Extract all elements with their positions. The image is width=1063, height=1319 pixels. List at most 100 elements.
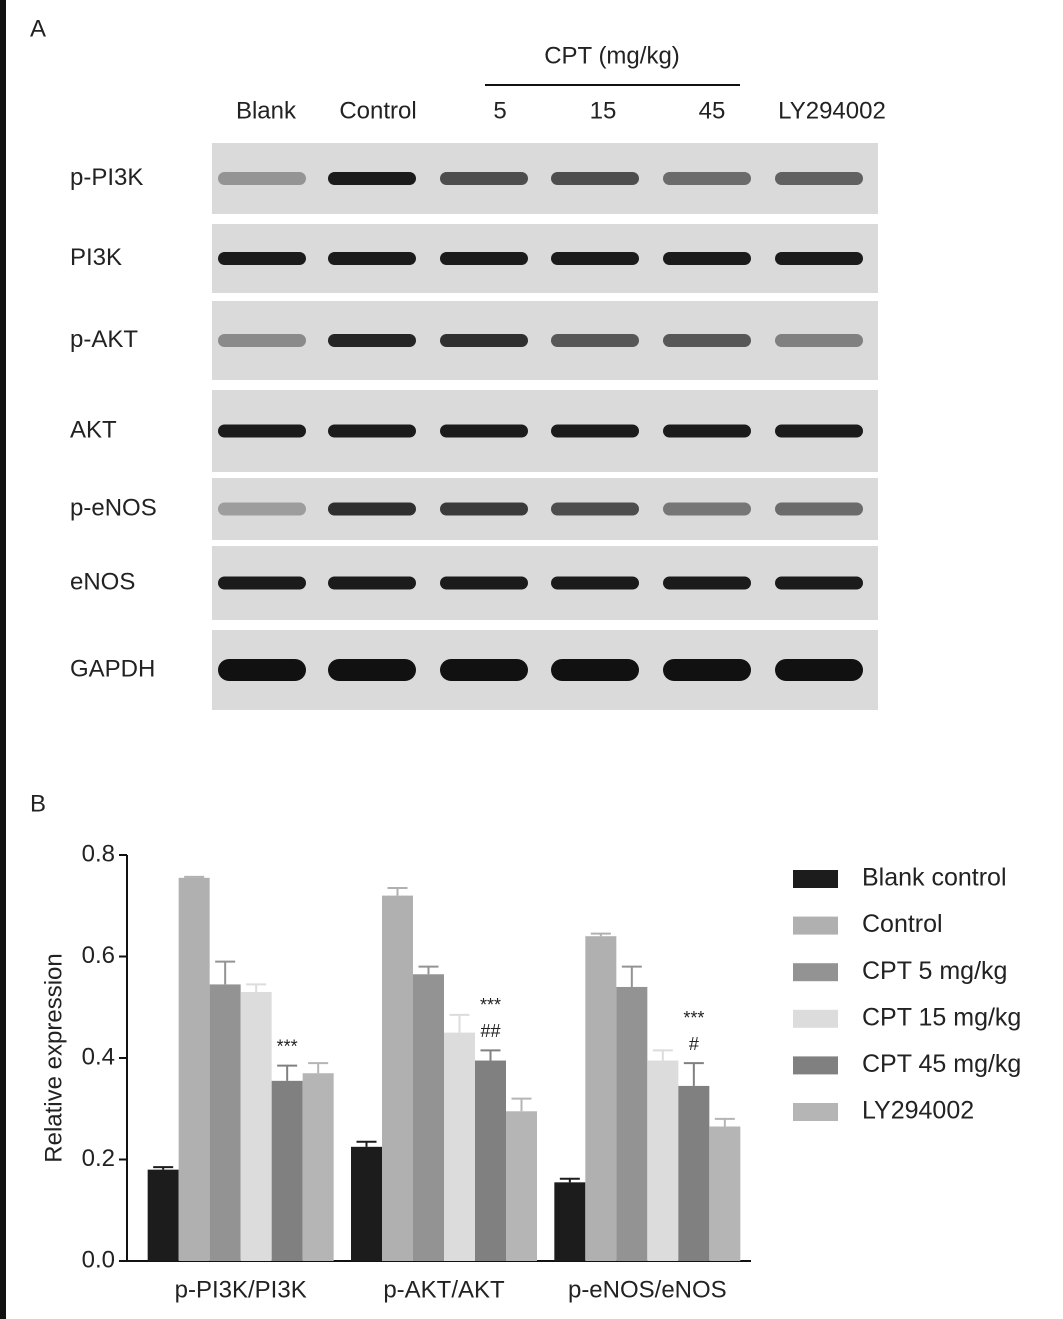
band [663,172,751,185]
error-bar [480,1049,501,1061]
row-label: p-AKT [70,326,138,353]
legend-swatch [793,1103,838,1121]
legend-label: CPT 15 mg/kg [862,1003,1021,1031]
error-bar [559,1177,580,1183]
bar [271,1080,303,1261]
edge [0,0,6,1319]
blot-strip [212,301,878,380]
bar [678,1085,710,1261]
band [440,172,528,185]
y-tick-label: 0.8 [82,840,115,867]
error-bar [449,1013,470,1033]
error-bar [153,1166,174,1170]
legend-swatch [793,916,838,935]
band [218,172,306,185]
bar [209,984,241,1261]
band [551,502,639,516]
band [663,334,751,347]
y-axis-label: Relative expression [40,953,67,1162]
band [663,502,751,516]
row-label: PI3K [70,244,122,271]
blot-strip [212,546,878,620]
x-tick-label: p-AKT/AKT [383,1276,505,1303]
bar [382,895,413,1261]
bar [554,1182,586,1261]
significance: *** [277,1036,298,1056]
bar [413,974,444,1261]
band [663,659,751,681]
legend-label: Control [862,910,943,938]
band [328,659,416,681]
band [218,334,306,347]
lane-label: 15 [590,97,617,124]
band [551,252,639,265]
band [328,576,416,590]
blot-strip [212,478,878,540]
bar [178,877,210,1261]
error-bar [683,1062,704,1086]
blot-strip [212,630,878,710]
band [218,502,306,516]
band [775,659,863,681]
error-bar [246,983,267,993]
panel-label: A [30,15,46,42]
band [328,424,416,438]
band [775,576,863,590]
legend-swatch [793,1056,838,1075]
row-label: eNOS [70,568,135,595]
bar [616,986,648,1261]
error-bar [277,1064,298,1081]
bar [351,1146,382,1261]
legend-label: LY294002 [862,1097,974,1125]
blot-strip [212,390,878,472]
lane-label: LY294002 [778,97,886,124]
blot-strip [212,143,878,214]
band [328,502,416,516]
band [440,252,528,265]
significance: *** [683,1008,704,1028]
panel-label: B [30,790,46,817]
bar [585,936,617,1261]
band [775,172,863,185]
error-bar [621,965,642,987]
x-tick-label: p-PI3K/PI3K [175,1276,307,1303]
significance: *** [480,995,501,1015]
lane-label: Control [339,97,416,124]
band [775,502,863,516]
error-bar [308,1062,329,1074]
y-tick-label: 0.2 [82,1145,115,1172]
lane-label: Blank [236,97,297,124]
error-bar [356,1140,377,1147]
lane-label: 5 [493,97,506,124]
row-label: AKT [70,416,117,443]
bar [506,1111,537,1261]
bar [302,1073,334,1261]
error-bar [590,932,611,937]
bar [647,1060,679,1261]
error-bar [714,1117,735,1127]
group-label: CPT (mg/kg) [544,42,680,69]
significance: # [689,1034,699,1054]
bar [475,1060,506,1261]
legend-label: CPT 5 mg/kg [862,957,1007,985]
band [551,659,639,681]
band [663,576,751,590]
band [775,334,863,347]
error-bar [418,965,439,975]
blot-strip [212,224,878,293]
band [663,424,751,438]
band [551,424,639,438]
row-label: GAPDH [70,655,155,682]
band [218,576,306,590]
y-tick-label: 0.0 [82,1246,115,1273]
y-tick-label: 0.6 [82,942,115,969]
legend-swatch [793,963,838,982]
error-bar [652,1049,673,1061]
band [551,334,639,347]
band [218,659,306,681]
band [663,252,751,265]
bar [444,1032,475,1261]
band [328,172,416,185]
band [551,576,639,590]
